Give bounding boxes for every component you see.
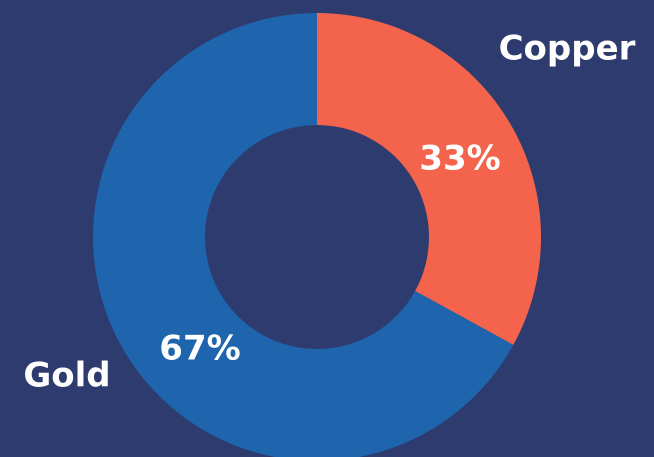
category-label: Gold — [23, 356, 110, 396]
donut-slice — [93, 13, 514, 457]
value-label: 33% — [419, 139, 500, 179]
category-label: Copper — [499, 29, 636, 69]
donut-slice — [317, 13, 542, 345]
value-label: 67% — [159, 329, 240, 369]
